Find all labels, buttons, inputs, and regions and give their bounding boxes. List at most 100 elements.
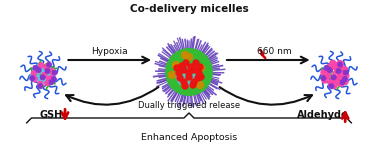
Circle shape <box>39 63 43 68</box>
Circle shape <box>340 82 342 84</box>
Circle shape <box>321 78 323 80</box>
Circle shape <box>197 64 204 72</box>
Circle shape <box>30 76 32 78</box>
Text: Co-delivery micelles: Co-delivery micelles <box>130 4 248 15</box>
Circle shape <box>174 65 180 71</box>
Circle shape <box>181 79 187 85</box>
Circle shape <box>327 64 334 70</box>
Circle shape <box>166 49 212 95</box>
Circle shape <box>44 65 49 70</box>
Circle shape <box>186 74 192 80</box>
Circle shape <box>345 73 347 75</box>
Circle shape <box>333 71 339 77</box>
Circle shape <box>339 69 345 76</box>
Circle shape <box>330 69 332 71</box>
Circle shape <box>38 81 43 86</box>
Circle shape <box>332 77 338 83</box>
Circle shape <box>335 62 342 69</box>
Circle shape <box>53 77 55 79</box>
Circle shape <box>48 70 50 72</box>
Circle shape <box>327 67 329 69</box>
Circle shape <box>52 79 54 81</box>
Circle shape <box>52 77 54 79</box>
Circle shape <box>47 64 49 66</box>
Circle shape <box>332 85 334 87</box>
Circle shape <box>191 79 197 85</box>
Circle shape <box>33 67 40 74</box>
Circle shape <box>50 64 51 66</box>
Circle shape <box>52 81 54 83</box>
Text: GSH: GSH <box>39 111 63 120</box>
Circle shape <box>341 66 347 73</box>
Circle shape <box>344 72 345 75</box>
Circle shape <box>338 63 340 65</box>
Circle shape <box>181 67 187 73</box>
Circle shape <box>328 80 335 86</box>
Circle shape <box>54 78 56 80</box>
Text: Hypoxia: Hypoxia <box>91 46 128 56</box>
Circle shape <box>324 66 327 68</box>
Circle shape <box>346 72 348 74</box>
Circle shape <box>324 68 327 70</box>
Circle shape <box>344 77 346 79</box>
Circle shape <box>329 70 331 73</box>
Circle shape <box>38 70 40 73</box>
Circle shape <box>49 80 51 82</box>
Text: Enhanced Apoptosis: Enhanced Apoptosis <box>141 134 237 142</box>
Circle shape <box>331 84 333 86</box>
Circle shape <box>40 84 42 86</box>
Circle shape <box>49 68 54 74</box>
Circle shape <box>333 78 335 80</box>
Circle shape <box>193 60 199 66</box>
Circle shape <box>40 77 43 79</box>
Circle shape <box>34 75 41 82</box>
Circle shape <box>341 64 342 66</box>
Circle shape <box>186 70 192 76</box>
Circle shape <box>326 68 328 70</box>
Circle shape <box>41 85 43 87</box>
Circle shape <box>329 68 331 70</box>
Circle shape <box>32 76 34 78</box>
Circle shape <box>182 83 188 89</box>
Circle shape <box>33 68 36 70</box>
Circle shape <box>342 82 344 85</box>
Circle shape <box>179 63 185 69</box>
Circle shape <box>183 60 189 66</box>
Circle shape <box>198 74 204 80</box>
Circle shape <box>42 74 49 81</box>
Circle shape <box>190 82 196 88</box>
Circle shape <box>345 78 347 80</box>
Circle shape <box>33 66 36 68</box>
Circle shape <box>329 86 331 88</box>
Circle shape <box>332 75 334 78</box>
Circle shape <box>321 69 327 76</box>
Circle shape <box>47 63 49 65</box>
Circle shape <box>31 71 36 76</box>
Circle shape <box>326 65 328 68</box>
Circle shape <box>338 80 344 86</box>
Circle shape <box>42 78 44 80</box>
Circle shape <box>43 76 45 78</box>
Circle shape <box>40 87 42 89</box>
Circle shape <box>332 77 334 79</box>
Circle shape <box>36 68 39 70</box>
Circle shape <box>54 70 56 72</box>
Circle shape <box>191 67 197 73</box>
Circle shape <box>343 79 345 81</box>
Circle shape <box>331 87 333 89</box>
Circle shape <box>31 71 38 78</box>
Circle shape <box>339 65 342 67</box>
Circle shape <box>172 61 180 69</box>
Circle shape <box>48 65 51 67</box>
Circle shape <box>197 81 203 88</box>
Circle shape <box>37 64 43 70</box>
Circle shape <box>333 75 335 77</box>
Circle shape <box>44 66 51 73</box>
Circle shape <box>39 78 45 85</box>
Text: 660 nm: 660 nm <box>257 46 291 56</box>
Circle shape <box>50 75 55 80</box>
Circle shape <box>177 75 183 81</box>
Circle shape <box>30 74 36 81</box>
Circle shape <box>53 71 54 73</box>
Circle shape <box>324 77 326 79</box>
